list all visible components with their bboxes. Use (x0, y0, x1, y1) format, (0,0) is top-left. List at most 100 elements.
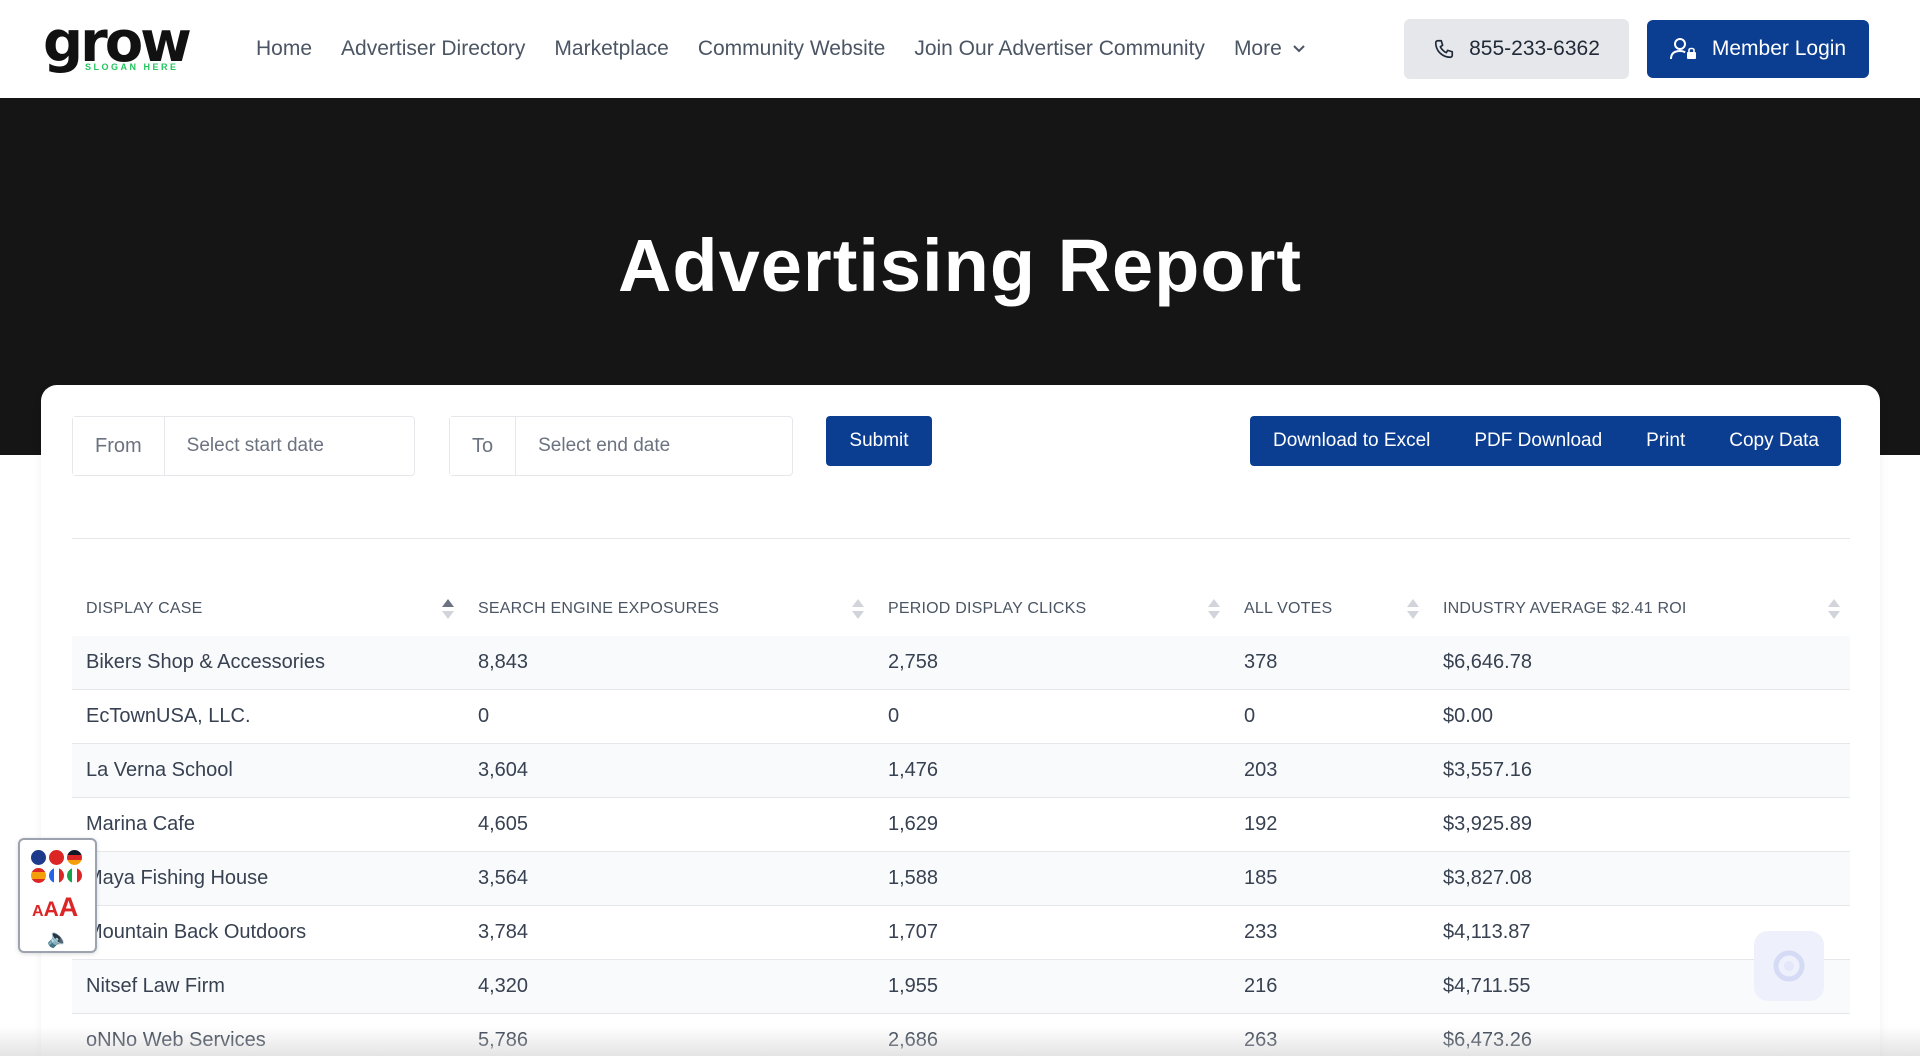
member-login-button[interactable]: Member Login (1647, 20, 1869, 78)
cell-exposures: 3,604 (478, 759, 529, 781)
accessibility-widget[interactable]: AAA 🔈 (18, 838, 97, 953)
cell-clicks: 1,707 (888, 921, 939, 943)
sort-icon (1208, 599, 1220, 621)
column-header-industry-average-roi[interactable]: INDUSTRY AVERAGE $2.41 ROI (1429, 582, 1850, 636)
sort-icon (1407, 599, 1419, 621)
copy-data-button[interactable]: Copy Data (1707, 416, 1841, 466)
cell-roi: $6,473.26 (1443, 1029, 1532, 1051)
cell-roi: $6,646.78 (1443, 651, 1532, 673)
from-label: From (73, 417, 165, 475)
table-row: Mountain Back Outdoors 3,784 1,707 233 $… (72, 906, 1850, 960)
column-header-label: ALL VOTES (1244, 600, 1333, 617)
column-header-display-case[interactable]: DISPLAY CASE (72, 582, 464, 636)
end-date-input[interactable] (516, 417, 787, 475)
cell-roi: $3,827.08 (1443, 867, 1532, 889)
table-body: Bikers Shop & Accessories 8,843 2,758 37… (72, 636, 1850, 1056)
to-label: To (450, 417, 517, 475)
start-date-input[interactable] (164, 417, 413, 475)
nav-more[interactable]: More (1234, 37, 1306, 61)
flag-icon[interactable] (31, 850, 46, 865)
cell-exposures: 5,786 (478, 1029, 529, 1051)
cell-display-case: Bikers Shop & Accessories (86, 651, 325, 673)
sort-icon (852, 599, 864, 621)
table-row: Maya Fishing House 3,564 1,588 185 $3,82… (72, 852, 1850, 906)
speaker-icon[interactable]: 🔈 (47, 928, 70, 948)
cell-votes: 233 (1244, 921, 1278, 943)
language-flags (31, 850, 87, 883)
download-excel-button[interactable]: Download to Excel (1250, 416, 1452, 466)
table-row: Marina Cafe 4,605 1,629 192 $3,925.89 (72, 798, 1850, 852)
phone-number: 855-233-6362 (1469, 37, 1600, 60)
site-header: grow SLOGAN HERE Home Advertiser Directo… (0, 0, 1920, 98)
cell-clicks: 1,629 (888, 813, 939, 835)
cell-display-case: Mountain Back Outdoors (86, 921, 307, 943)
column-header-label: INDUSTRY AVERAGE $2.41 ROI (1443, 600, 1687, 617)
font-size-control[interactable]: AAA (32, 892, 79, 922)
nav-advertiser-directory[interactable]: Advertiser Directory (341, 37, 526, 60)
report-card: From To Submit Download to Excel PDF Dow… (41, 385, 1880, 1056)
flag-icon[interactable] (67, 850, 82, 865)
nav-join-community[interactable]: Join Our Advertiser Community (914, 37, 1205, 60)
logo[interactable]: grow SLOGAN HERE (43, 10, 192, 76)
column-header-period-display-clicks[interactable]: PERIOD DISPLAY CLICKS (874, 582, 1230, 636)
table-row: EcTownUSA, LLC. 0 0 0 $0.00 (72, 690, 1850, 744)
flag-icon[interactable] (49, 850, 64, 865)
flag-icon[interactable] (31, 868, 46, 883)
cell-votes: 378 (1244, 651, 1278, 673)
cell-votes: 0 (1244, 705, 1256, 727)
nav-community-website[interactable]: Community Website (697, 37, 886, 60)
phone-button[interactable]: 855-233-6362 (1404, 19, 1629, 79)
cell-clicks: 1,476 (888, 759, 939, 781)
cell-roi: $0.00 (1443, 705, 1494, 727)
column-header-all-votes[interactable]: ALL VOTES (1230, 582, 1429, 636)
cell-display-case: EcTownUSA, LLC. (86, 705, 251, 727)
cell-roi: $4,113.87 (1443, 921, 1531, 943)
chevron-down-icon (1293, 45, 1305, 53)
main-nav: Home Advertiser Directory Marketplace Co… (256, 0, 1306, 98)
table-header: DISPLAY CASE SEARCH ENGINE EXPOSURES PER… (72, 582, 1850, 636)
cell-display-case: Maya Fishing House (86, 867, 269, 889)
cell-roi: $4,711.55 (1443, 975, 1531, 997)
cell-exposures: 0 (478, 705, 490, 727)
cell-display-case: La Verna School (86, 759, 233, 781)
export-button-group: Download to Excel PDF Download Print Cop… (1250, 416, 1842, 466)
cell-roi: $3,557.16 (1443, 759, 1532, 781)
cell-votes: 263 (1244, 1029, 1278, 1051)
nav-more-label: More (1233, 37, 1282, 60)
cell-display-case: Marina Cafe (86, 813, 195, 835)
column-header-label: PERIOD DISPLAY CLICKS (888, 600, 1087, 617)
column-header-label: SEARCH ENGINE EXPOSURES (478, 600, 720, 617)
cell-votes: 185 (1244, 867, 1278, 889)
cell-exposures: 4,320 (478, 975, 529, 997)
cell-exposures: 3,564 (478, 867, 529, 889)
cell-display-case: oNNo Web Services (86, 1029, 266, 1051)
flag-icon[interactable] (49, 868, 64, 883)
cell-clicks: 1,955 (888, 975, 939, 997)
logo-text: grow (43, 10, 192, 75)
cell-votes: 216 (1244, 975, 1278, 997)
cell-clicks: 1,588 (888, 867, 939, 889)
table-row: Nitsef Law Firm 4,320 1,955 216 $4,711.5… (72, 960, 1850, 1014)
flag-icon[interactable] (67, 868, 82, 883)
submit-button[interactable]: Submit (826, 416, 932, 466)
table-row: La Verna School 3,604 1,476 203 $3,557.1… (72, 744, 1850, 798)
report-table: DISPLAY CASE SEARCH ENGINE EXPOSURES PER… (72, 582, 1850, 1056)
cell-votes: 192 (1244, 813, 1278, 835)
chat-widget-button[interactable] (1754, 931, 1824, 1001)
cell-votes: 203 (1244, 759, 1278, 781)
column-header-search-engine-exposures[interactable]: SEARCH ENGINE EXPOSURES (464, 582, 874, 636)
pdf-download-button[interactable]: PDF Download (1452, 416, 1624, 466)
cell-exposures: 4,605 (478, 813, 529, 835)
cell-exposures: 3,784 (478, 921, 529, 943)
cell-exposures: 8,843 (478, 651, 529, 673)
member-login-label: Member Login (1711, 37, 1847, 60)
nav-home[interactable]: Home (256, 37, 313, 60)
column-header-label: DISPLAY CASE (86, 600, 203, 617)
nav-marketplace[interactable]: Marketplace (554, 37, 669, 60)
from-date-group: From (72, 416, 415, 476)
cell-display-case: Nitsef Law Firm (86, 975, 225, 997)
user-lock-icon (1669, 38, 1696, 60)
print-button[interactable]: Print (1624, 416, 1707, 466)
sort-icon (1828, 599, 1840, 621)
table-row: oNNo Web Services 5,786 2,686 263 $6,473… (72, 1014, 1850, 1056)
